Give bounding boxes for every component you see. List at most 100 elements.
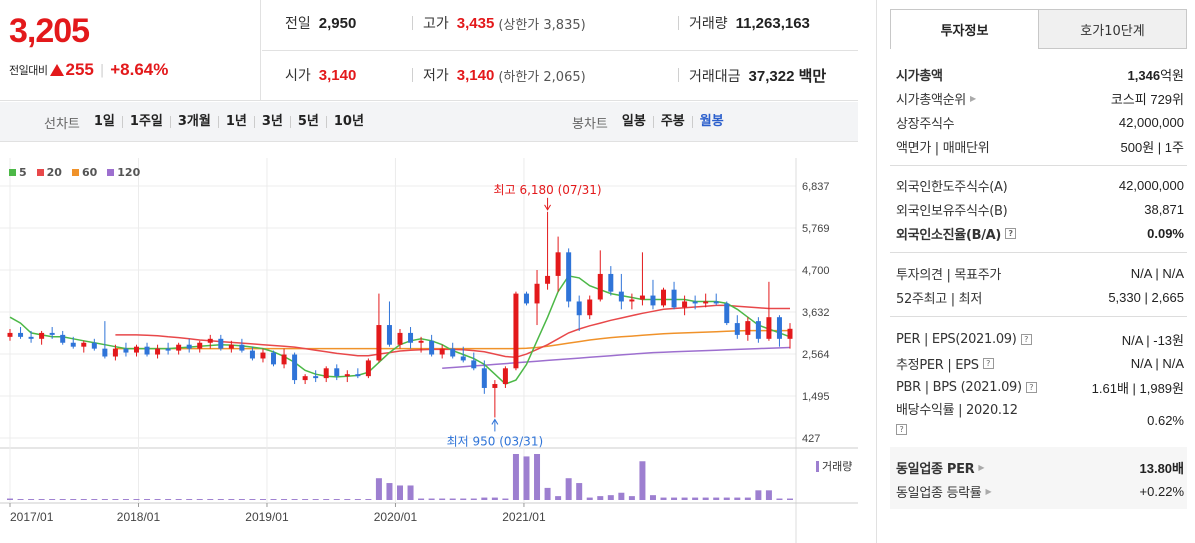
volume-bar bbox=[671, 497, 678, 500]
help-icon[interactable]: ? bbox=[896, 424, 907, 435]
candle-body bbox=[397, 332, 403, 345]
quote-summary: 3,205 전일대비 255 | +8.64% 전일 2,950 고가 3,43… bbox=[0, 0, 858, 101]
info-key-text: 외국인소진율(B/A) bbox=[896, 227, 1002, 243]
info-key-text: PBR | BPS (2021.09) bbox=[896, 379, 1022, 395]
chart-period-bar: 선차트 1일 1주일 3개월 1년 3년 5년 10년 봉차트 일봉 주봉 월봉 bbox=[0, 102, 858, 142]
legend-label: 5 bbox=[19, 166, 27, 179]
candle-body bbox=[513, 293, 519, 369]
info-key-text: 배당수익률 | 2020.12 bbox=[896, 403, 1018, 418]
legend-swatch bbox=[36, 169, 44, 176]
volume-bar bbox=[512, 454, 519, 500]
candle-body bbox=[197, 342, 203, 349]
candle-chart-periods: 봉차트 일봉 주봉 월봉 bbox=[572, 102, 731, 142]
info-key: 상장주식수 bbox=[896, 116, 955, 132]
divider bbox=[890, 316, 1187, 317]
volume-legend: 거래량 bbox=[816, 458, 852, 474]
volume-bar bbox=[375, 478, 382, 500]
volume-bar bbox=[228, 499, 235, 500]
candle-body bbox=[7, 332, 13, 337]
volume-bar bbox=[144, 499, 151, 500]
candle-body bbox=[334, 368, 340, 377]
period-1y[interactable]: 1년 bbox=[217, 115, 254, 128]
high-label: 고가 bbox=[423, 16, 449, 32]
candle-body bbox=[155, 348, 161, 355]
candle-daily[interactable]: 일봉 bbox=[621, 114, 646, 129]
divider bbox=[890, 165, 1187, 166]
volume-bar bbox=[681, 497, 688, 500]
candle-body bbox=[629, 299, 635, 302]
volume-bar bbox=[281, 499, 288, 500]
candle-body bbox=[545, 275, 551, 284]
info-key: 투자의견 | 목표주가 bbox=[896, 267, 1002, 283]
period-3y[interactable]: 3년 bbox=[253, 115, 290, 128]
candle-body bbox=[112, 348, 118, 357]
volume-bar bbox=[59, 499, 66, 500]
candlestick-chart[interactable]: 6,837 5,769 4,700 3,632 2,564 1,495 427 2017/01… bbox=[0, 158, 858, 543]
info-row-market-cap-rank[interactable]: 시가총액순위 ▶ 코스피 729위 bbox=[896, 86, 1184, 110]
candle-body bbox=[439, 348, 445, 355]
candle-body bbox=[302, 376, 308, 381]
period-5y[interactable]: 5년 bbox=[289, 115, 326, 128]
candle-body bbox=[323, 368, 329, 379]
change-label: 전일대비 bbox=[9, 64, 48, 77]
volume-bar bbox=[607, 495, 614, 500]
help-icon[interactable]: ? bbox=[1005, 227, 1017, 239]
candle-body bbox=[70, 342, 76, 347]
help-icon[interactable]: ? bbox=[1020, 333, 1032, 345]
help-icon[interactable]: ? bbox=[1025, 381, 1037, 393]
info-key: 액면가 | 매매단위 bbox=[896, 140, 990, 156]
candle-body bbox=[460, 356, 466, 361]
x-tick-label: 2019/01 bbox=[245, 510, 289, 524]
candle-monthly[interactable]: 월봉 bbox=[691, 115, 731, 128]
candle-body bbox=[481, 368, 487, 388]
info-row-sector-change[interactable]: 동일업종 등락률 ▶ +0.22% bbox=[896, 479, 1184, 503]
volume-bar bbox=[523, 456, 530, 500]
divider bbox=[678, 16, 679, 30]
period-10y[interactable]: 10년 bbox=[325, 115, 371, 128]
candle-weekly[interactable]: 주봉 bbox=[652, 115, 692, 128]
info-key: 외국인한도주식수(A) bbox=[896, 179, 1008, 195]
period-3m[interactable]: 3개월 bbox=[169, 115, 218, 128]
info-row-sector-per[interactable]: 동일업종 PER ▶ 13.80배 bbox=[896, 455, 1184, 479]
volume-bar bbox=[217, 499, 224, 500]
period-1d[interactable]: 1일 bbox=[93, 114, 115, 129]
volume-bar bbox=[787, 498, 793, 500]
change-value: 255 bbox=[65, 60, 94, 79]
candle-body bbox=[766, 317, 772, 339]
volume-bar bbox=[734, 497, 741, 500]
candle-body bbox=[682, 301, 688, 308]
candle-chart-title: 봉차트 bbox=[572, 116, 608, 132]
high-value: 3,435 bbox=[456, 14, 495, 32]
legend-swatch bbox=[9, 169, 16, 176]
volume-bar bbox=[165, 499, 172, 500]
volume-bar bbox=[460, 498, 467, 500]
tab-invest-info[interactable]: 투자정보 bbox=[890, 9, 1039, 49]
candle-body bbox=[165, 348, 171, 351]
min-annotation: 최저 950 (03/31) bbox=[447, 434, 544, 448]
line-chart-periods: 선차트 1일 1주일 3개월 1년 3년 5년 10년 bbox=[44, 102, 371, 142]
info-tabs: 투자정보 호가10단계 bbox=[890, 9, 1187, 49]
volume-bar bbox=[249, 499, 256, 500]
candle-body bbox=[376, 325, 382, 361]
y-tick-label: 4,700 bbox=[802, 265, 830, 277]
volume-bar bbox=[660, 497, 667, 500]
volume-bar bbox=[312, 499, 319, 500]
info-key-text: 동일업종 PER bbox=[896, 461, 975, 477]
volume-bar bbox=[70, 499, 77, 500]
volume-bar bbox=[323, 499, 330, 500]
volume-bar bbox=[776, 498, 783, 500]
help-icon[interactable]: ? bbox=[982, 357, 994, 369]
volume-value: 11,263,163 bbox=[735, 14, 810, 32]
candle-body bbox=[661, 289, 667, 306]
info-row-face-value: 액면가 | 매매단위 500원 | 1주 bbox=[896, 134, 1184, 158]
candle-body bbox=[587, 299, 593, 316]
candle-body bbox=[745, 321, 751, 335]
tab-order-book[interactable]: 호가10단계 bbox=[1039, 9, 1187, 49]
stock-chart: 5 20 60 120 6,837 5,769 4,700 3,632 2,564 1,4… bbox=[0, 158, 858, 543]
volume: 거래량 11,263,163 bbox=[689, 13, 810, 33]
line-chart-title: 선차트 bbox=[44, 116, 80, 132]
candle-body bbox=[91, 342, 97, 349]
period-1w[interactable]: 1주일 bbox=[121, 115, 170, 128]
candle-body bbox=[292, 354, 298, 381]
volume-bar bbox=[449, 498, 456, 500]
